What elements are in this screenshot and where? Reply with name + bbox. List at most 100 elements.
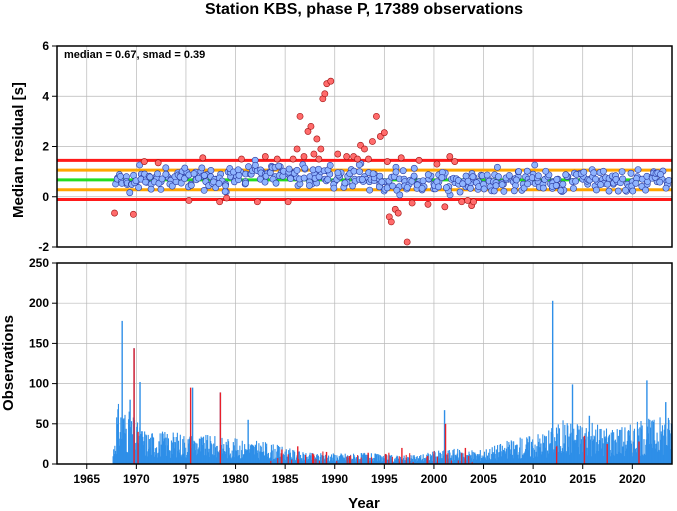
- observation-bar: [222, 453, 224, 464]
- observation-bar: [663, 435, 665, 464]
- observation-bar: [619, 453, 621, 464]
- inlier-point: [275, 162, 283, 170]
- observation-bar: [561, 451, 563, 464]
- observation-bar: [569, 454, 571, 464]
- outlier-point: [470, 198, 478, 206]
- x-tick-label: 1995: [371, 472, 398, 486]
- observation-bar: [164, 445, 167, 464]
- observation-bar: [513, 441, 515, 464]
- observation-bar: [611, 429, 613, 464]
- observation-bar: [454, 454, 456, 464]
- inlier-point: [483, 171, 491, 179]
- outlier-points: [111, 77, 478, 246]
- inlier-point: [117, 172, 124, 180]
- observation-bar: [151, 433, 153, 464]
- observation-bar: [377, 454, 379, 464]
- observation-bar: [172, 432, 174, 464]
- observation-bar: [551, 428, 553, 464]
- observation-bar: [538, 447, 540, 464]
- observation-bar: [320, 460, 322, 464]
- observation-bar: [478, 453, 480, 464]
- observation-bar: [469, 453, 471, 464]
- observation-bar: [172, 442, 174, 464]
- inlier-point: [500, 187, 508, 195]
- observation-bar: [149, 447, 151, 464]
- observation-bar: [624, 450, 627, 464]
- observation-bar: [166, 434, 168, 464]
- inlier-point: [157, 185, 165, 193]
- observation-bar: [601, 448, 603, 464]
- observation-bar: [125, 433, 127, 464]
- observation-bar: [181, 454, 183, 464]
- observation-bar: [168, 451, 170, 464]
- outlier-point: [343, 153, 351, 160]
- observation-bar: [660, 439, 662, 464]
- observation-bar: [243, 453, 245, 464]
- observation-bar: [261, 451, 263, 464]
- observation-bar: [592, 439, 594, 464]
- observation-bar: [510, 449, 512, 464]
- observation-bar: [522, 455, 524, 464]
- observation-bar: [198, 438, 200, 464]
- observation-bar: [337, 461, 339, 464]
- observation-bar: [411, 458, 414, 464]
- observation-bar: [140, 434, 142, 464]
- observation-bar: [228, 447, 230, 464]
- observation-bar: [530, 441, 533, 464]
- observation-bar: [462, 453, 464, 464]
- observation-bar: [470, 455, 472, 464]
- observation-bar: [544, 435, 546, 464]
- inlier-point: [136, 161, 144, 169]
- observation-bar: [586, 447, 588, 464]
- observation-bar: [366, 454, 368, 464]
- observation-bar: [601, 438, 603, 464]
- observation-bar: [516, 444, 518, 464]
- observation-bar: [251, 444, 253, 464]
- observation-bar: [517, 458, 519, 464]
- observation-bar: [557, 433, 559, 464]
- observation-bar: [171, 454, 173, 464]
- observation-bar: [476, 454, 478, 464]
- observation-bar: [670, 433, 672, 464]
- observation-bar: [373, 458, 375, 464]
- observation-bar: [549, 445, 551, 464]
- observation-bar: [481, 455, 483, 464]
- observation-bar: [167, 438, 169, 464]
- observation-bar: [328, 460, 330, 464]
- observation-bar: [336, 457, 339, 464]
- observation-bar: [301, 458, 303, 464]
- inlier-point: [642, 186, 649, 194]
- inlier-point: [369, 170, 377, 178]
- observation-bar: [134, 449, 136, 464]
- observation-bar: [342, 455, 344, 464]
- observation-bar: [536, 456, 538, 464]
- observation-bar: [658, 449, 660, 464]
- inlier-point: [665, 176, 673, 184]
- observation-bar: [617, 454, 619, 464]
- observation-bar: [266, 453, 268, 464]
- outlier-observation-bar: [348, 455, 351, 464]
- observation-bar: [264, 455, 266, 464]
- observation-bar: [332, 460, 334, 464]
- observation-bar: [657, 441, 659, 464]
- observation-peak-bar: [191, 387, 194, 464]
- observation-bar: [303, 454, 305, 464]
- observation-bar: [296, 455, 298, 464]
- outlier-point: [403, 238, 411, 246]
- observation-bar: [649, 419, 651, 464]
- observation-bar: [564, 424, 566, 464]
- observation-bar: [218, 452, 220, 464]
- observation-bar: [183, 442, 186, 464]
- observation-bar: [324, 458, 326, 464]
- observation-bar: [122, 419, 124, 464]
- observation-bar: [503, 450, 505, 464]
- observation-bar: [506, 440, 508, 464]
- y-tick-label: 250: [29, 256, 49, 270]
- observation-bar: [473, 458, 475, 464]
- observation-bar: [116, 424, 118, 464]
- observation-bar: [363, 453, 365, 464]
- observation-bar: [545, 436, 547, 464]
- observation-bar: [283, 459, 286, 464]
- observation-bar: [558, 451, 560, 464]
- observation-bar: [146, 451, 148, 464]
